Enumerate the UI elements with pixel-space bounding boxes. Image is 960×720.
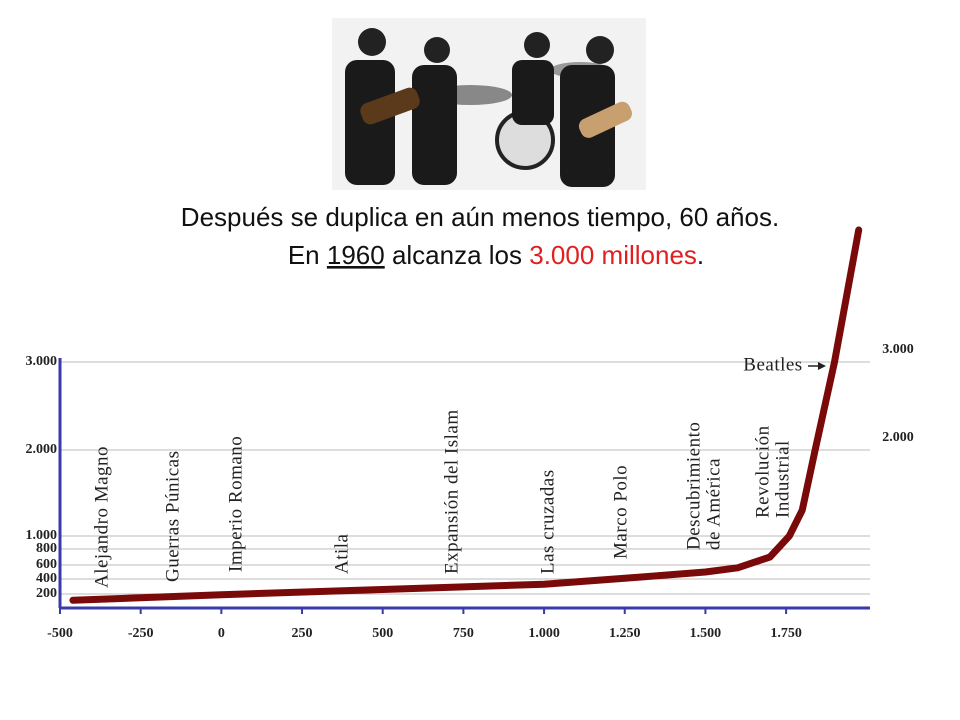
title-line: Después se duplica en aún menos tiempo, … bbox=[181, 202, 779, 232]
y2-tick-label: 2.000 bbox=[882, 430, 914, 445]
title-part: . bbox=[697, 240, 704, 270]
y-tick-label: 200 bbox=[36, 586, 57, 601]
event-label: de América bbox=[703, 458, 724, 550]
event-label: Imperio Romano bbox=[225, 436, 246, 572]
y-tick-label: 2.000 bbox=[26, 442, 58, 457]
title-line: En 1960 alcanza los 3.000 millones. bbox=[288, 240, 704, 270]
event-label: Las cruzadas bbox=[537, 469, 558, 574]
x-tick-label: 750 bbox=[453, 626, 474, 641]
title-part: En bbox=[288, 240, 327, 270]
population-line bbox=[69, 226, 863, 604]
y-tick-label: 600 bbox=[36, 557, 57, 572]
callout-arrowhead bbox=[818, 362, 826, 370]
x-tick-label: -500 bbox=[47, 626, 73, 641]
x-tick-label: -250 bbox=[128, 626, 154, 641]
x-tick-label: 500 bbox=[372, 626, 393, 641]
event-label: Guerras Púnicas bbox=[162, 451, 183, 583]
y-tick-label: 1.000 bbox=[26, 528, 58, 543]
event-label: Atila bbox=[331, 533, 352, 574]
title-part: 3.000 millones bbox=[529, 240, 697, 270]
y-tick-label: 800 bbox=[36, 541, 57, 556]
x-tick-label: 1.750 bbox=[770, 626, 802, 641]
y-tick-label: 400 bbox=[36, 571, 57, 586]
x-tick-label: 0 bbox=[218, 626, 225, 641]
event-label: Descubrimiento bbox=[683, 422, 704, 550]
callout-label: Beatles bbox=[743, 354, 802, 375]
event-label: Marco Polo bbox=[610, 465, 631, 559]
event-label: Expansión del Islam bbox=[441, 409, 462, 574]
title-part: alcanza los bbox=[385, 240, 530, 270]
x-tick-label: 1.250 bbox=[609, 626, 641, 641]
x-tick-label: 1.500 bbox=[690, 626, 722, 641]
y2-tick-label: 3.000 bbox=[882, 342, 914, 357]
title-part: Después se duplica en aún menos tiempo, … bbox=[181, 202, 779, 232]
event-label: Revolución bbox=[752, 425, 773, 518]
y-tick-label: 3.000 bbox=[26, 354, 58, 369]
event-label: Alejandro Magno bbox=[91, 446, 112, 588]
photo bbox=[332, 18, 646, 190]
x-tick-label: 250 bbox=[292, 626, 313, 641]
title-part: 1960 bbox=[327, 240, 385, 270]
event-label: Industrial bbox=[772, 440, 793, 518]
x-tick-label: 1.000 bbox=[528, 626, 560, 641]
